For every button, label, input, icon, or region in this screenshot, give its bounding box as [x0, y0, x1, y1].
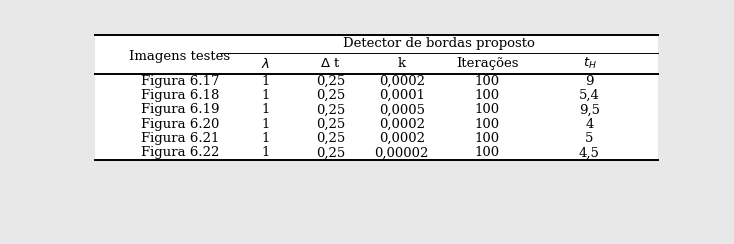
Text: 100: 100 — [475, 118, 500, 131]
Text: 1: 1 — [261, 103, 269, 116]
Text: 1: 1 — [261, 132, 269, 145]
Text: 0,25: 0,25 — [316, 146, 345, 160]
Text: Detector de bordas proposto: Detector de bordas proposto — [343, 37, 534, 51]
Text: k: k — [398, 57, 406, 71]
Text: 0,0001: 0,0001 — [379, 89, 425, 102]
Text: 0,0002: 0,0002 — [379, 132, 425, 145]
Text: 100: 100 — [475, 89, 500, 102]
Text: $\lambda$: $\lambda$ — [261, 57, 270, 71]
Text: Figura 6.18: Figura 6.18 — [141, 89, 219, 102]
Text: $t_H$: $t_H$ — [583, 56, 597, 71]
Text: Figura 6.17: Figura 6.17 — [141, 75, 219, 88]
Text: Iterações: Iterações — [456, 57, 518, 71]
Text: 0,25: 0,25 — [316, 132, 345, 145]
Text: 0,25: 0,25 — [316, 89, 345, 102]
Text: 100: 100 — [475, 75, 500, 88]
Text: 0,25: 0,25 — [316, 75, 345, 88]
Text: 0,0002: 0,0002 — [379, 75, 425, 88]
Text: 0,00002: 0,00002 — [374, 146, 429, 160]
Text: 100: 100 — [475, 103, 500, 116]
Text: Figura 6.22: Figura 6.22 — [141, 146, 219, 160]
Text: 1: 1 — [261, 89, 269, 102]
Text: 0,25: 0,25 — [316, 118, 345, 131]
Text: 4: 4 — [585, 118, 594, 131]
Text: 100: 100 — [475, 146, 500, 160]
Text: Imagens testes: Imagens testes — [129, 50, 230, 63]
Text: 4,5: 4,5 — [579, 146, 600, 160]
Text: $\Delta$ t: $\Delta$ t — [321, 57, 341, 71]
Text: 0,25: 0,25 — [316, 103, 345, 116]
Text: 0,0005: 0,0005 — [379, 103, 425, 116]
Text: Figura 6.19: Figura 6.19 — [141, 103, 219, 116]
Text: 0,0002: 0,0002 — [379, 118, 425, 131]
Text: 5,4: 5,4 — [579, 89, 600, 102]
Text: Figura 6.20: Figura 6.20 — [141, 118, 219, 131]
Text: 5: 5 — [585, 132, 594, 145]
Text: Figura 6.21: Figura 6.21 — [141, 132, 219, 145]
Text: 100: 100 — [475, 132, 500, 145]
Text: 1: 1 — [261, 118, 269, 131]
Text: 9,5: 9,5 — [579, 103, 600, 116]
Text: 1: 1 — [261, 75, 269, 88]
Text: 9: 9 — [585, 75, 594, 88]
Text: 1: 1 — [261, 146, 269, 160]
FancyBboxPatch shape — [95, 35, 658, 160]
